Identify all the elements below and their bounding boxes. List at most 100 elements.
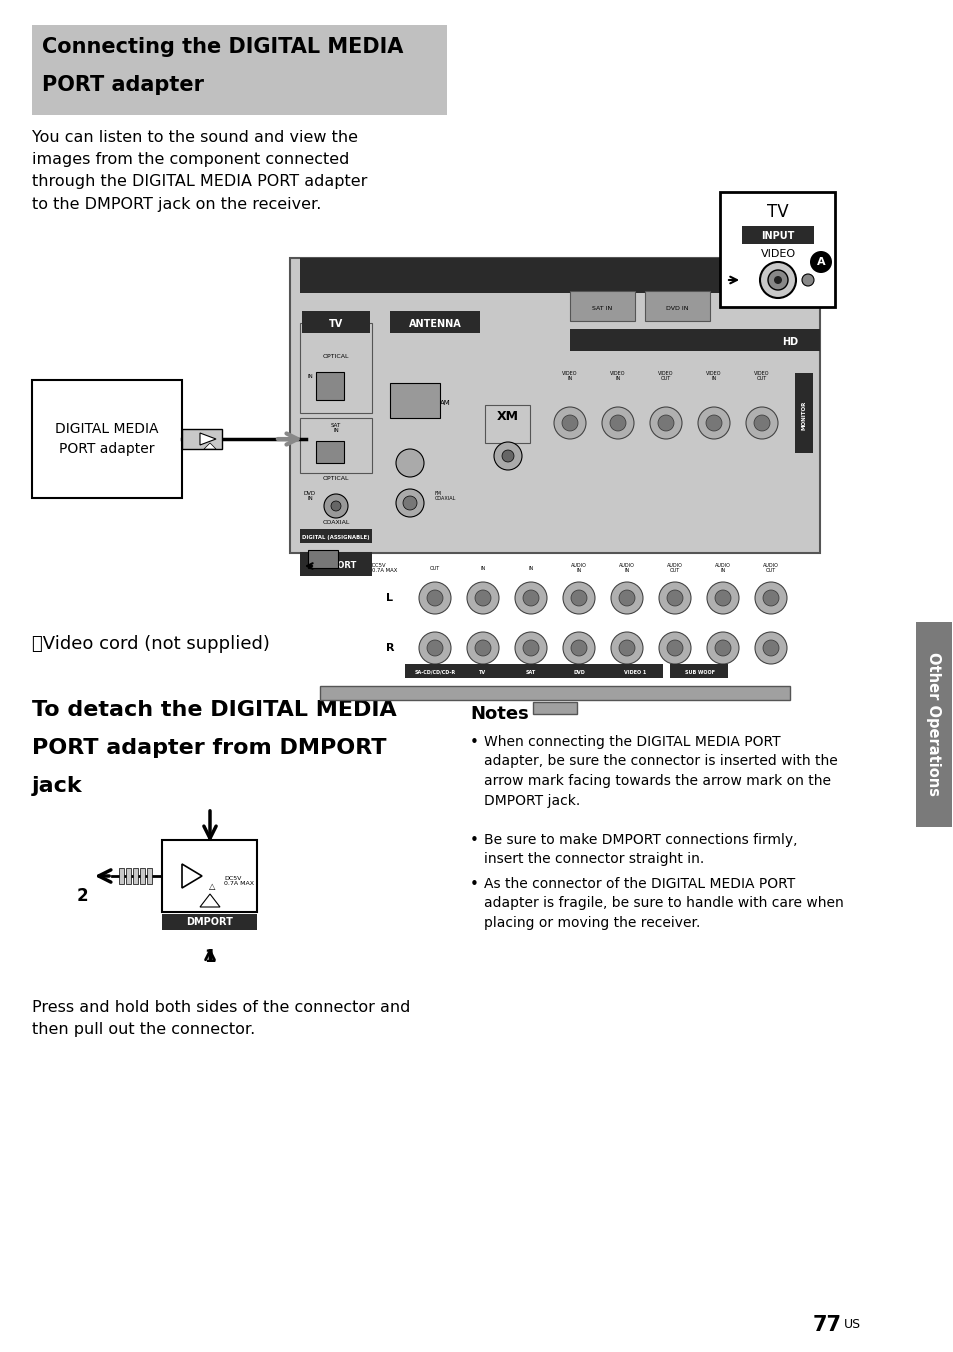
- Circle shape: [331, 502, 340, 511]
- Circle shape: [522, 589, 538, 606]
- Text: FM
COAXIAL: FM COAXIAL: [435, 491, 456, 502]
- Text: VIDEO
OUT: VIDEO OUT: [754, 370, 769, 381]
- Text: •: •: [470, 877, 478, 892]
- Circle shape: [666, 639, 682, 656]
- Circle shape: [762, 589, 779, 606]
- Circle shape: [705, 415, 721, 431]
- Text: Be sure to make DMPORT connections firmly,
insert the connector straight in.: Be sure to make DMPORT connections firml…: [483, 833, 797, 867]
- Bar: [315, 441, 344, 462]
- Circle shape: [706, 631, 739, 664]
- Bar: [569, 291, 635, 320]
- Text: VIDEO
OUT: VIDEO OUT: [658, 370, 673, 381]
- Text: AUDIO
IN: AUDIO IN: [715, 562, 730, 573]
- Bar: [569, 329, 820, 352]
- Bar: [484, 406, 530, 443]
- Text: L: L: [386, 594, 393, 603]
- Circle shape: [395, 449, 423, 477]
- Text: ⒶVideo cord (not supplied): ⒶVideo cord (not supplied): [32, 635, 270, 653]
- Text: HD: HD: [781, 337, 798, 347]
- Text: IN: IN: [528, 565, 533, 571]
- Polygon shape: [182, 864, 202, 888]
- Circle shape: [618, 639, 635, 656]
- Text: OPTICAL: OPTICAL: [322, 353, 349, 358]
- Circle shape: [515, 581, 546, 614]
- Circle shape: [809, 251, 831, 273]
- Text: AUDIO
OUT: AUDIO OUT: [666, 562, 682, 573]
- Bar: [453, 664, 511, 677]
- Circle shape: [571, 639, 586, 656]
- Text: IN: IN: [307, 373, 313, 379]
- Bar: [390, 311, 479, 333]
- Text: DC5V
0.7A MAX: DC5V 0.7A MAX: [224, 876, 253, 887]
- Text: ANTENNA: ANTENNA: [408, 319, 461, 329]
- Circle shape: [767, 270, 787, 289]
- Text: SUB WOOF: SUB WOOF: [684, 669, 714, 675]
- Circle shape: [515, 631, 546, 664]
- Circle shape: [618, 589, 635, 606]
- Text: VIDEO 1: VIDEO 1: [623, 669, 645, 675]
- Circle shape: [754, 631, 786, 664]
- Circle shape: [601, 407, 634, 439]
- Circle shape: [562, 631, 595, 664]
- Circle shape: [773, 276, 781, 284]
- Circle shape: [801, 274, 813, 287]
- Circle shape: [501, 450, 514, 462]
- Circle shape: [475, 639, 491, 656]
- Text: VIDEO: VIDEO: [760, 249, 795, 260]
- Text: 2: 2: [76, 887, 88, 904]
- Circle shape: [494, 442, 521, 470]
- Text: DMPORT: DMPORT: [186, 917, 233, 927]
- Bar: [390, 383, 439, 418]
- Text: R: R: [385, 644, 394, 653]
- Text: AUDIO
IN: AUDIO IN: [618, 562, 635, 573]
- Text: XM: XM: [497, 410, 518, 422]
- Circle shape: [714, 639, 730, 656]
- Text: You can listen to the sound and view the
images from the component connected
thr: You can listen to the sound and view the…: [32, 130, 367, 212]
- Bar: [720, 192, 834, 307]
- Polygon shape: [200, 894, 220, 907]
- Circle shape: [706, 581, 739, 614]
- Bar: [405, 664, 462, 677]
- Bar: [533, 702, 577, 714]
- Bar: [308, 550, 337, 568]
- Text: IN: IN: [480, 565, 485, 571]
- Circle shape: [402, 496, 416, 510]
- Bar: [162, 914, 256, 930]
- Bar: [315, 372, 344, 400]
- Text: OPTICAL: OPTICAL: [322, 476, 349, 480]
- Text: SA-CD/CD/CD-R: SA-CD/CD/CD-R: [414, 669, 456, 675]
- Bar: [140, 868, 145, 884]
- Circle shape: [754, 581, 786, 614]
- Bar: [548, 664, 606, 677]
- Circle shape: [467, 631, 498, 664]
- Bar: [604, 664, 662, 677]
- Bar: [32, 24, 447, 115]
- Text: Press and hold both sides of the connector and
then pull out the connector.: Press and hold both sides of the connect…: [32, 1000, 410, 1037]
- Bar: [669, 664, 727, 677]
- Text: △: △: [209, 883, 215, 891]
- Bar: [290, 258, 820, 553]
- Circle shape: [658, 415, 673, 431]
- Bar: [741, 226, 813, 243]
- Circle shape: [427, 589, 442, 606]
- Text: 1: 1: [204, 948, 215, 965]
- Circle shape: [698, 407, 729, 439]
- Circle shape: [666, 589, 682, 606]
- Text: DC5V
0.7A MAX: DC5V 0.7A MAX: [372, 562, 397, 573]
- Bar: [644, 291, 709, 320]
- Bar: [794, 373, 812, 453]
- Circle shape: [561, 415, 578, 431]
- Text: A: A: [816, 257, 824, 266]
- Text: VIDEO
IN: VIDEO IN: [610, 370, 625, 381]
- Circle shape: [745, 407, 778, 439]
- Bar: [299, 323, 372, 412]
- Circle shape: [610, 631, 642, 664]
- Text: AUDIO
OUT: AUDIO OUT: [762, 562, 778, 573]
- Circle shape: [659, 631, 690, 664]
- Circle shape: [760, 262, 795, 297]
- Bar: [119, 868, 124, 884]
- Text: DVD IN: DVD IN: [665, 306, 687, 311]
- Text: •: •: [470, 735, 478, 750]
- Circle shape: [609, 415, 625, 431]
- Text: When connecting the DIGITAL MEDIA PORT
adapter, be sure the connector is inserte: When connecting the DIGITAL MEDIA PORT a…: [483, 735, 837, 807]
